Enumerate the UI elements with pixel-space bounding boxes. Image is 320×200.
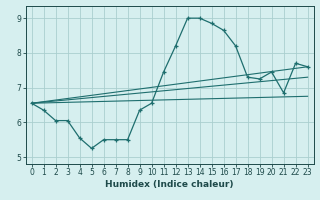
X-axis label: Humidex (Indice chaleur): Humidex (Indice chaleur) [105,180,234,189]
